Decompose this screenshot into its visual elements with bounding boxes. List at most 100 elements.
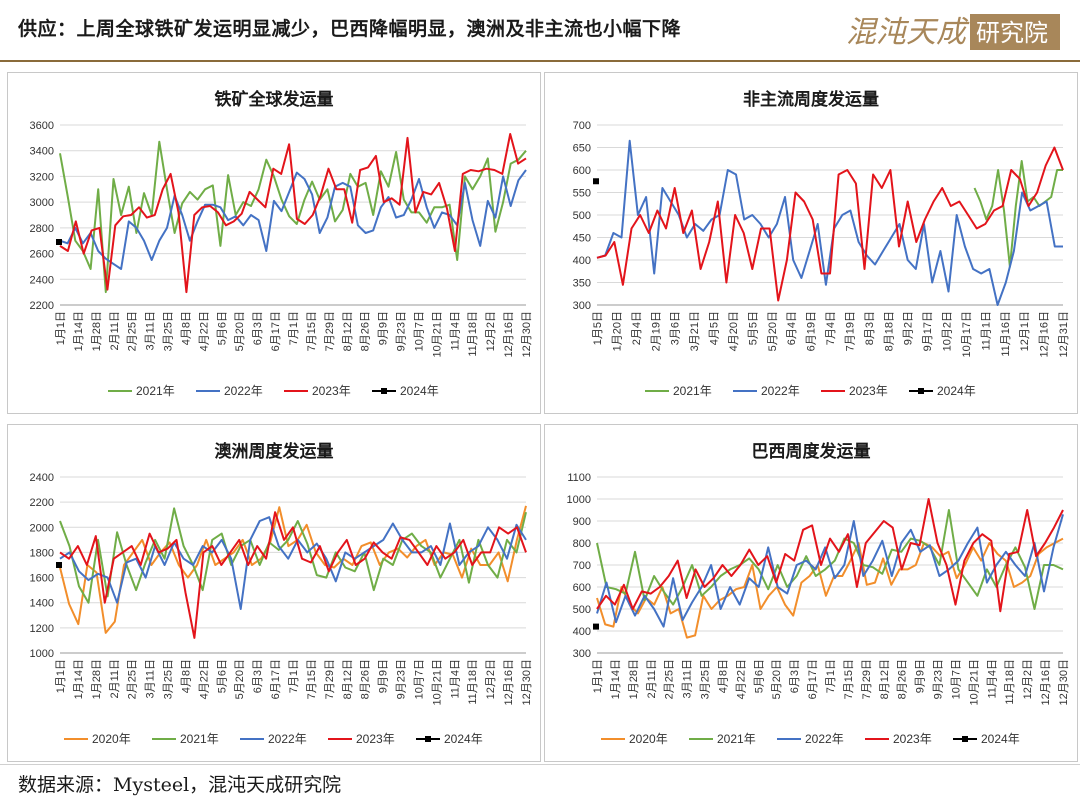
y-tick-label: 2400 (30, 274, 54, 286)
legend-item: 2023年 (821, 384, 888, 398)
x-tick-label: 4月8日 (180, 311, 192, 345)
legend-label: 2023年 (312, 384, 351, 398)
x-tick-label: 2月11日 (109, 659, 121, 699)
y-tick-label: 800 (573, 538, 591, 550)
series-point-2024 (56, 562, 62, 568)
x-tick-label: 12月2日 (485, 659, 497, 699)
y-tick-label: 500 (573, 210, 591, 222)
x-tick-label: 11月18日 (1004, 659, 1016, 705)
x-tick-label: 2月25日 (664, 659, 676, 699)
x-tick-label: 10月7日 (950, 659, 962, 699)
x-tick-label: 8月26日 (897, 659, 909, 699)
x-tick-label: 4月8日 (180, 659, 192, 693)
legend-item: 2020年 (64, 732, 131, 746)
series-line-2020 (596, 537, 1064, 639)
x-tick-label: 12月31日 (1058, 311, 1070, 357)
x-tick-label: 5月6日 (753, 659, 765, 693)
x-tick-label: 7月1日 (288, 311, 300, 345)
x-tick-label: 1月28日 (628, 659, 640, 699)
svg-text:混沌天成: 混沌天成 (846, 15, 970, 50)
y-tick-label: 2200 (30, 300, 54, 312)
chart-panel-nonmainstream: 非主流周度发运量 300 350 400 450 500 550 600 650 700 1月5日 1… (544, 72, 1078, 414)
x-tick-label: 12月30日 (521, 659, 533, 705)
x-tick-label: 3月11日 (145, 311, 157, 351)
legend-item: 2020年 (601, 732, 668, 746)
y-tick-label: 2400 (30, 472, 54, 484)
x-tick-label: 1月14日 (610, 659, 622, 699)
legend-label: 2022年 (761, 384, 800, 398)
x-tick-label: 2月11日 (646, 659, 658, 699)
legend-item: 2022年 (777, 732, 844, 746)
x-tick-label: 12月16日 (1040, 659, 1052, 705)
x-tick-label: 10月2日 (942, 311, 954, 351)
x-tick-label: 10月7日 (413, 311, 425, 351)
x-tick-label: 3月25日 (163, 659, 175, 699)
x-tick-label: 9月23日 (933, 659, 945, 699)
y-tick-label: 400 (573, 626, 591, 638)
y-tick-label: 600 (573, 165, 591, 177)
x-tick-label: 7月1日 (288, 659, 300, 693)
series-line-2023 (59, 133, 527, 294)
x-tick-label: 4月22日 (198, 659, 210, 699)
x-tick-label: 7月15日 (306, 311, 318, 351)
x-tick-label: 4月8日 (717, 659, 729, 693)
chart-nonmainstream-shipments: 非主流周度发运量 300 350 400 450 500 550 600 650 700 1月5日 1… (573, 89, 1070, 398)
data-source: 数据来源：Mysteel，混沌天成研究院 (18, 774, 342, 796)
x-tick-label: 9月9日 (378, 659, 390, 693)
legend-item: 2024年 (416, 732, 483, 746)
x-tick-label: 3月11日 (682, 659, 694, 699)
y-tick-label: 500 (573, 604, 591, 616)
x-tick-label: 8月26日 (360, 311, 372, 351)
legend-label: 2021年 (180, 732, 219, 746)
x-tick-label: 6月17日 (270, 311, 282, 351)
x-tick-label: 7月1日 (825, 659, 837, 693)
x-tick-label: 8月12日 (342, 659, 354, 699)
legend-item: 2023年 (865, 732, 932, 746)
y-tick-label: 1400 (30, 598, 54, 610)
x-tick-label: 4月22日 (198, 311, 210, 351)
x-tick-label: 3月25日 (163, 311, 175, 351)
x-tick-label: 10月21日 (431, 659, 443, 705)
x-tick-label: 12月30日 (521, 311, 533, 357)
x-tick-label: 1月14日 (73, 311, 85, 351)
y-tick-label: 900 (573, 516, 591, 528)
chart-panel-brazil: 巴西周度发运量 300 400 500 600 700 800 900 1000 1100 1月1日… (544, 424, 1078, 762)
x-tick-label: 3月21日 (689, 311, 701, 351)
x-tick-label: 12月16日 (1039, 311, 1051, 357)
x-tick-label: 7月15日 (843, 659, 855, 699)
x-tick-label: 6月3日 (252, 311, 264, 345)
chart-title: 巴西周度发运量 (752, 441, 871, 462)
legend-label: 2023年 (893, 732, 932, 746)
legend-label: 2020年 (92, 732, 131, 746)
y-tick-label: 1200 (30, 623, 54, 635)
x-tick-label: 10月17日 (961, 311, 973, 357)
x-tick-label: 9月23日 (396, 659, 408, 699)
series-line-2021 (59, 140, 527, 294)
x-tick-label: 11月4日 (986, 659, 998, 699)
series-line-2020 (59, 505, 527, 634)
legend-label: 2024年 (444, 732, 483, 746)
x-tick-label: 11月18日 (467, 659, 479, 705)
x-tick-label: 12月30日 (1058, 659, 1070, 705)
x-tick-label: 2月25日 (127, 659, 139, 699)
y-tick-label: 700 (573, 560, 591, 572)
x-tick-label: 6月17日 (807, 659, 819, 699)
y-tick-label: 1000 (30, 648, 54, 660)
series-point-2024 (593, 623, 599, 630)
y-tick-label: 2200 (30, 497, 54, 509)
y-tick-label: 2600 (30, 249, 54, 261)
x-tick-label: 1月20日 (611, 311, 623, 351)
x-tick-label: 8月26日 (360, 659, 372, 699)
legend-label: 2021年 (136, 384, 175, 398)
x-tick-label: 3月25日 (700, 659, 712, 699)
x-tick-label: 7月29日 (324, 659, 336, 699)
svg-text:研究院: 研究院 (976, 19, 1048, 47)
x-tick-label: 8月18日 (883, 311, 895, 351)
x-tick-label: 3月11日 (145, 659, 157, 699)
x-tick-label: 9月17日 (922, 311, 934, 351)
legend-item: 2024年 (372, 384, 439, 398)
legend-label: 2024年 (981, 732, 1020, 746)
x-tick-label: 1月14日 (73, 659, 85, 699)
x-tick-label: 10月21日 (431, 311, 443, 357)
x-tick-label: 5月6日 (216, 311, 228, 345)
